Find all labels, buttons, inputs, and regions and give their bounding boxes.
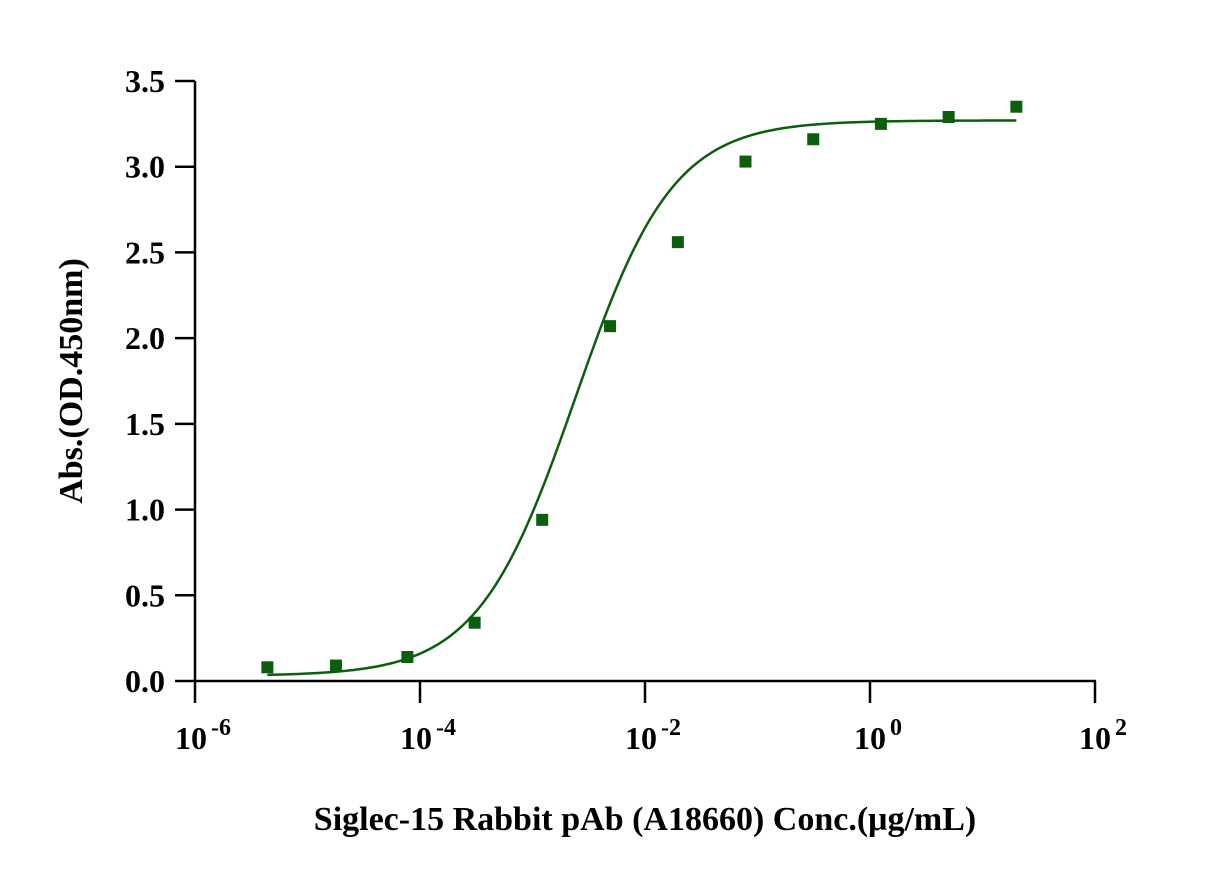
y-tick-label: 1.0 (125, 492, 165, 528)
data-point (468, 616, 481, 629)
data-point (807, 133, 820, 146)
data-point (261, 661, 274, 674)
data-point (1010, 100, 1023, 113)
x-ticks: 10 -6 10 -4 10 -2 10 0 10 2 (175, 681, 1127, 756)
y-tick-label: 0.0 (125, 663, 165, 699)
x-tick-label: 10 -6 (175, 715, 231, 756)
data-point (401, 651, 414, 663)
data-point (874, 117, 887, 130)
y-tick-label: 0.5 (125, 577, 165, 613)
x-tick-label: 10 -2 (625, 715, 681, 756)
y-tick-label: 2.0 (125, 320, 165, 356)
data-point (329, 659, 342, 672)
data-point (739, 155, 752, 168)
x-tick-label: 10 2 (1079, 715, 1127, 756)
y-tick-label: 3.0 (125, 149, 165, 185)
x-axis-title: Siglec-15 Rabbit pAb (A18660) Conc.(μg/m… (314, 801, 976, 838)
x-tick-label: 10 0 (854, 715, 902, 756)
data-points (261, 100, 1023, 674)
data-point (536, 513, 549, 526)
data-point (604, 320, 617, 333)
y-tick-label: 3.5 (125, 63, 165, 99)
fit-curve (267, 119, 1017, 677)
data-point (942, 111, 955, 123)
y-ticks: 0.0 0.5 1.0 1.5 2.0 2.5 3.0 3.5 (125, 63, 195, 699)
y-tick-label: 1.5 (125, 406, 165, 442)
data-point (671, 236, 684, 249)
y-axis-title: Abs.(OD.450nm) (53, 258, 90, 504)
axes (193, 81, 1096, 683)
y-tick-label: 2.5 (125, 234, 165, 270)
x-tick-label: 10 -4 (400, 715, 456, 756)
